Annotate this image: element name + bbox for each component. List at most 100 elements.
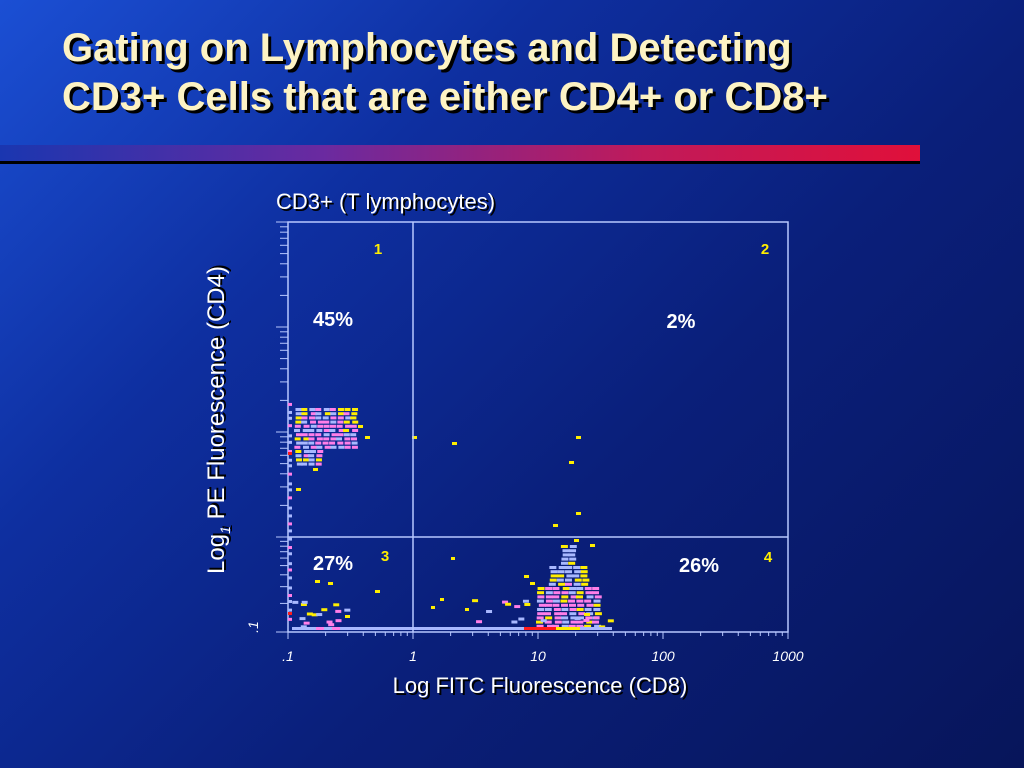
- event-dot: [452, 442, 457, 445]
- event-dot: [476, 627, 484, 630]
- event-dot: [576, 595, 584, 599]
- event-dot: [502, 600, 509, 604]
- event-dot: [580, 566, 588, 569]
- event-dot: [585, 616, 593, 620]
- event-dot: [333, 603, 340, 607]
- event-dot: [569, 549, 577, 553]
- event-dot: [516, 627, 524, 630]
- event-dot: [330, 437, 337, 441]
- event-dot: [344, 608, 351, 612]
- event-dot: [315, 416, 322, 420]
- event-dot: [588, 627, 596, 630]
- event-dot: [581, 582, 589, 586]
- event-dot: [317, 420, 324, 424]
- event-dot: [552, 587, 560, 590]
- event-dot: [580, 627, 588, 630]
- event-dot: [288, 488, 292, 492]
- event-dot: [338, 429, 345, 432]
- event-dot: [323, 429, 330, 432]
- event-dot: [308, 437, 315, 441]
- event-dot: [568, 624, 576, 628]
- tick-labels: .1 1 10 100 1000 .1: [245, 621, 804, 664]
- event-dot: [560, 603, 568, 607]
- event-dot: [537, 595, 545, 599]
- event-dot: [315, 408, 322, 411]
- event-dot: [344, 445, 351, 449]
- event-dot: [553, 608, 561, 611]
- event-dot: [344, 408, 351, 411]
- event-dot: [309, 416, 316, 420]
- event-dot: [554, 620, 562, 624]
- event-dot: [352, 420, 359, 424]
- event-dot: [536, 616, 544, 620]
- event-dot: [288, 546, 292, 550]
- event-dot: [556, 627, 564, 630]
- quadrant-percent: 27%: [313, 553, 353, 575]
- event-dot: [295, 408, 302, 411]
- event-dot: [565, 566, 573, 569]
- event-dot: [536, 620, 544, 624]
- event-dot: [310, 412, 317, 416]
- event-dot: [330, 445, 337, 449]
- event-dot: [316, 445, 323, 449]
- event-dot: [576, 591, 584, 595]
- event-dot: [545, 591, 553, 595]
- event-dot: [322, 441, 329, 445]
- event-dot: [584, 599, 592, 603]
- event-dot: [524, 575, 529, 578]
- event-dot: [288, 594, 292, 598]
- event-dot: [329, 429, 336, 432]
- event-dot: [350, 424, 357, 428]
- event-dot: [308, 441, 315, 445]
- event-dot: [468, 627, 476, 630]
- event-dot: [548, 582, 556, 586]
- event-dot: [348, 627, 356, 630]
- event-dot: [607, 619, 614, 623]
- event-dot: [532, 627, 540, 630]
- event-dot: [372, 627, 380, 630]
- event-dot: [593, 616, 600, 620]
- event-dot: [315, 462, 322, 466]
- event-dot: [323, 408, 330, 411]
- event-dot: [568, 553, 576, 557]
- event-dot: [574, 570, 582, 574]
- event-dot: [288, 496, 292, 500]
- event-dot: [537, 608, 545, 611]
- event-dot: [352, 429, 359, 432]
- event-dot: [576, 587, 584, 590]
- event-dot: [538, 603, 546, 607]
- event-dot: [562, 587, 570, 590]
- event-dot: [345, 416, 352, 420]
- event-dot: [492, 627, 500, 630]
- event-dot: [444, 627, 452, 630]
- event-dot: [358, 425, 363, 428]
- event-dot: [344, 437, 351, 441]
- event-dot: [310, 424, 317, 428]
- event-dot: [530, 582, 535, 585]
- event-dot: [553, 524, 558, 527]
- event-dot: [545, 595, 553, 599]
- event-dot: [351, 445, 358, 449]
- quadrant-number: 3: [381, 548, 389, 565]
- event-dot: [308, 429, 315, 432]
- event-dot: [561, 595, 569, 599]
- event-dot: [303, 437, 310, 441]
- event-dot: [316, 437, 323, 441]
- event-dot: [465, 608, 469, 611]
- event-dot: [317, 450, 324, 453]
- event-dot: [316, 627, 324, 630]
- quadrant-percent: 45%: [313, 309, 353, 331]
- event-dot: [337, 408, 344, 411]
- event-dot: [301, 420, 308, 424]
- event-dot: [322, 416, 329, 420]
- event-dot: [288, 586, 292, 590]
- event-dot: [569, 587, 577, 590]
- event-dot: [330, 412, 337, 416]
- event-dot: [288, 522, 292, 526]
- event-dot: [288, 562, 292, 566]
- event-dot: [302, 445, 309, 449]
- event-dot: [561, 624, 569, 628]
- event-dot: [288, 600, 292, 604]
- event-dot: [356, 627, 364, 630]
- event-dot: [580, 570, 588, 574]
